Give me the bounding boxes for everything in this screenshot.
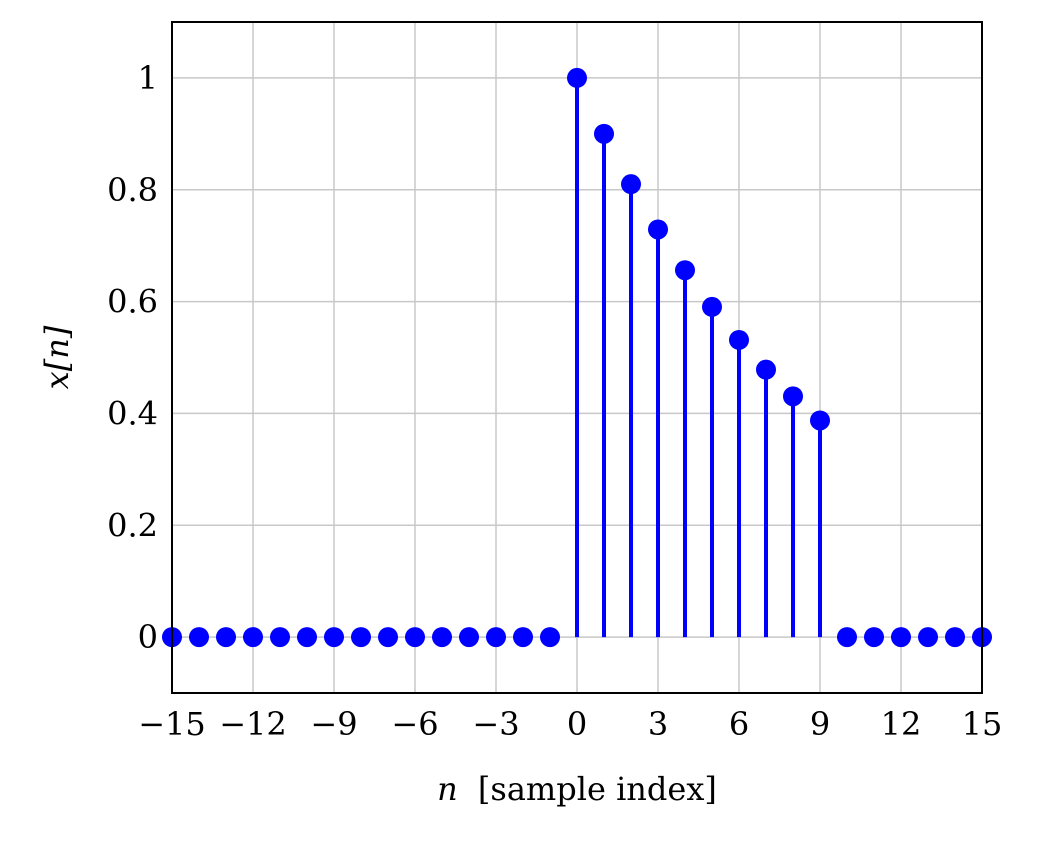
x-tick-label: −12: [219, 705, 287, 743]
stem-marker: [621, 174, 641, 195]
x-tick-label: −3: [472, 705, 519, 743]
stem-marker: [864, 627, 884, 648]
stem-marker: [189, 627, 209, 648]
stem-marker: [297, 627, 317, 648]
stem-marker: [351, 627, 371, 648]
y-axis-label: x[n]: [38, 325, 76, 389]
y-tick-label: 0.8: [107, 171, 158, 209]
stem-marker: [918, 627, 938, 648]
x-axis-variable: n: [437, 770, 458, 808]
x-tick-label: 3: [648, 705, 668, 743]
stem-marker: [756, 359, 776, 380]
y-tick-label: 0: [138, 618, 158, 656]
x-tick-labels: −15 −12 −9 −6 −3 0 3 6 9 12 15: [138, 705, 1002, 743]
stem-marker: [540, 627, 560, 648]
stem-marker: [648, 219, 668, 240]
stem-marker: [729, 329, 749, 350]
x-tick-label: 9: [810, 705, 830, 743]
stem-marker: [891, 627, 911, 648]
y-tick-label: 1: [138, 59, 158, 97]
x-tick-label: −6: [391, 705, 438, 743]
x-tick-label: 6: [729, 705, 749, 743]
x-axis-description: [sample index]: [478, 770, 717, 808]
stem-marker: [594, 123, 614, 144]
stem-marker: [459, 627, 479, 648]
stem-marker: [702, 296, 722, 317]
x-axis-label: n [sample index]: [437, 770, 717, 808]
stem-marker: [216, 627, 236, 648]
stem-marker: [243, 627, 263, 648]
stem-marker: [783, 386, 803, 407]
stem-marker: [513, 627, 533, 648]
stem-marker: [675, 260, 695, 281]
y-tick-label: 0.2: [107, 506, 158, 544]
stem-marker: [486, 627, 506, 648]
stem-marker: [567, 67, 587, 88]
x-tick-label: −15: [138, 705, 206, 743]
x-tick-label: 0: [567, 705, 587, 743]
stem-marker: [945, 627, 965, 648]
x-tick-label: 15: [962, 705, 1003, 743]
y-tick-labels: 0 0.2 0.4 0.6 0.8 1: [107, 59, 158, 656]
stem-marker: [432, 627, 452, 648]
y-tick-label: 0.4: [107, 394, 158, 432]
stem-marker: [810, 410, 830, 431]
stem-marker: [837, 627, 857, 648]
y-tick-label: 0.6: [107, 283, 158, 321]
plot-frame: [171, 21, 983, 694]
stem-marker: [270, 627, 290, 648]
stem-lines: [575, 77, 822, 638]
stem-marker: [378, 627, 398, 648]
stem-marker: [324, 627, 344, 648]
stem-marker: [405, 627, 425, 648]
x-tick-label: −9: [310, 705, 357, 743]
x-tick-label: 12: [881, 705, 922, 743]
stem-markers: [162, 67, 992, 648]
